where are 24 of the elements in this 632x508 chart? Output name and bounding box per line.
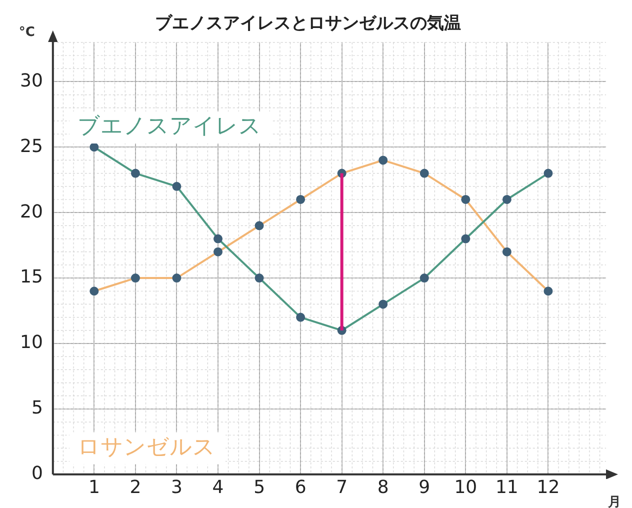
series-label: ブエノスアイレス [78,114,262,140]
x-tick-label: 6 [294,476,306,498]
y-tick-label: 25 [20,136,43,157]
x-tick-label: 10 [454,476,478,498]
y-tick-label: 20 [20,201,43,222]
x-tick-label: 9 [418,476,430,498]
x-tick-label: 5 [254,476,266,498]
chart-title: ブエノスアイレスとロサンゼルスの気温 [155,14,461,34]
y-tick-label: 5 [31,398,43,419]
x-tick-label: 7 [336,476,348,498]
y-tick-label: 15 [20,266,43,288]
x-tick-label: 8 [377,476,389,498]
y-tick-label: 30 [20,70,43,92]
y-axis-title: °C [18,24,35,40]
y-tick-label: 10 [20,332,43,354]
x-tick-label: 1 [88,476,100,498]
x-tick-label: 3 [171,476,182,498]
x-tick-label: 11 [495,476,518,498]
x-axis-title: 月 [607,494,621,508]
x-tick-label: 2 [130,476,142,498]
x-tick-label: 4 [212,476,224,498]
x-tick-label: 12 [536,476,560,498]
y-tick-label: 0 [31,463,43,484]
text: ロサンゼルス [78,434,216,460]
